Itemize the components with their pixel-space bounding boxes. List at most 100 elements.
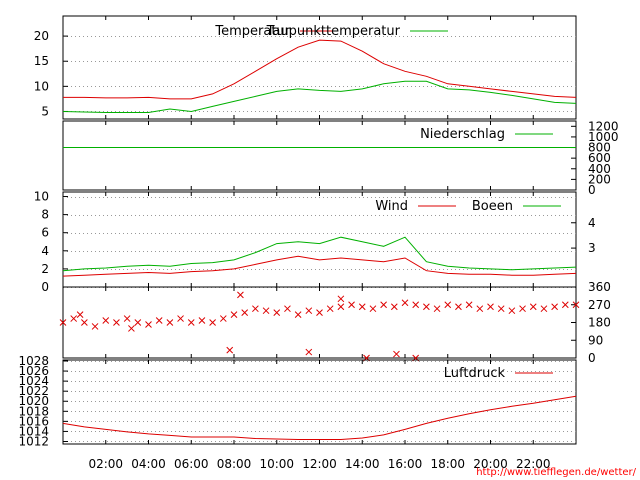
wind_direction-point: [284, 305, 291, 313]
wind_direction-point: [380, 301, 387, 309]
precipitation-legend-label: Niederschlag: [420, 127, 505, 142]
wind_direction-point: [166, 319, 174, 326]
x-tick-label: 02:00: [88, 457, 123, 471]
pressure-ytick-label: 1016: [18, 414, 49, 428]
wind-ytick-label: 4: [41, 244, 49, 258]
wind_direction-point: [358, 303, 366, 311]
precipitation-ytick-right-label: 200: [588, 172, 611, 186]
precipitation-ytick-right-label: 800: [588, 141, 611, 155]
precipitation-ytick-right-label: 0: [588, 183, 596, 197]
wind_direction-ytick-right-label: 90: [588, 333, 603, 347]
wind_direction-point: [444, 301, 452, 309]
x-tick-label: 14:00: [345, 457, 380, 471]
wind-ytick-right-label: 3: [588, 241, 596, 255]
wind-ytick-label: 8: [41, 208, 49, 222]
precipitation-ytick-right-label: 1000: [588, 130, 619, 144]
wind-ytick-label: 10: [34, 190, 49, 204]
wind_direction-point: [337, 295, 345, 303]
wind_direction-point: [123, 315, 131, 322]
wind_direction-point: [337, 303, 345, 311]
wind_direction-point: [433, 305, 441, 313]
wind_direction-point: [561, 301, 569, 309]
temperature-series-taupunkttemperatur: [62, 80, 577, 113]
wind_direction-point: [241, 309, 249, 316]
wind_direction-point: [551, 303, 558, 311]
temperature-ytick-label: 10: [34, 79, 49, 93]
wind_direction-point: [102, 317, 110, 324]
wind_direction-frame: [62, 286, 577, 359]
temperature-ytick-label: 15: [34, 54, 49, 68]
wind_direction-ytick-right-label: 0: [588, 351, 596, 365]
panel-wind: 0 2 4 6 8 10 3 4 Wind Boeen: [34, 190, 596, 294]
wind_direction-point: [348, 301, 355, 309]
wind_direction-point: [390, 303, 398, 311]
wind_direction-point: [508, 307, 516, 315]
wind_direction-ytick-right-label: 270: [588, 298, 611, 312]
pressure-ytick-label: 1018: [18, 404, 49, 418]
wind_direction-point: [252, 305, 259, 313]
wind_direction-point: [393, 350, 400, 358]
wind_direction-point: [369, 305, 377, 313]
precipitation-ytick-right-label: 600: [588, 151, 611, 165]
wind_direction-point: [540, 305, 548, 313]
wind_direction-point: [262, 307, 270, 315]
footer-url[interactable]: http://www.tiefflegen.de/wetter/: [476, 467, 636, 478]
x-tick-label: 12:00: [302, 457, 337, 471]
wind_direction-point: [76, 311, 84, 318]
wind_direction-point: [476, 305, 484, 313]
wind_direction-point: [198, 317, 206, 324]
wind_direction-point: [497, 305, 505, 313]
x-tick-label: 16:00: [388, 457, 423, 471]
wind_direction-point: [316, 309, 323, 316]
pressure-ytick-label: 1026: [18, 364, 49, 378]
x-tick-label: 08:00: [217, 457, 252, 471]
wind_direction-point: [529, 303, 537, 311]
panel-wind_direction: 0 90 180 270 360: [59, 280, 611, 365]
wind_direction-point: [519, 305, 526, 313]
wind_direction-point: [572, 301, 580, 309]
wind-ytick-label: 6: [41, 226, 49, 240]
x-axis: 02:00 04:00 06:00 08:00 10:00 12:00 14:00 16:00…: [88, 16, 551, 471]
wind_direction-point: [401, 299, 409, 307]
pressure-ytick-label: 1012: [18, 434, 49, 448]
temperature-series-temperatur: [63, 39, 577, 100]
pressure-legend-label: Luftdruck: [444, 366, 506, 381]
wind_direction-point: [465, 301, 473, 309]
x-tick-label: 10:00: [259, 457, 294, 471]
x-tick-label: 06:00: [174, 457, 209, 471]
precipitation-ytick-right-label: 400: [588, 162, 611, 176]
temperature-ytick-label: 20: [34, 29, 49, 43]
precipitation-ytick-right-label: 1200: [588, 119, 619, 133]
wind_direction-point: [273, 309, 281, 316]
pressure-ytick-label: 1028: [18, 354, 49, 368]
x-tick-label: 20:00: [473, 457, 508, 471]
wind_direction-point: [134, 319, 142, 326]
wind_direction-point: [326, 305, 334, 313]
pressure-ytick-label: 1024: [18, 374, 49, 388]
wind-legend-label: Boeen: [472, 199, 513, 214]
wind_direction-point: [128, 325, 135, 332]
wind_direction-point: [226, 346, 234, 354]
wind_direction-point: [487, 303, 494, 311]
wind_direction-point: [113, 319, 120, 326]
temperature-legend-label: Temperatur: [214, 24, 290, 39]
wind_direction-ytick-right-label: 360: [588, 280, 611, 294]
wind_direction-point: [91, 323, 99, 330]
wind_direction-point: [412, 301, 420, 309]
wind_direction-point: [305, 348, 313, 356]
wind_direction-point: [59, 319, 67, 326]
wind_direction-point: [155, 317, 163, 324]
wind_direction-point: [294, 311, 302, 318]
wind_direction-point: [237, 291, 244, 299]
wind_direction-point: [187, 319, 195, 326]
wind_direction-point: [219, 315, 227, 322]
wind_direction-ytick-right-label: 180: [588, 316, 611, 330]
wind-legend-label: Wind: [375, 199, 408, 214]
wind-series-boeen: [62, 236, 577, 272]
temperature-legend-label: Taupunkttemperatur: [266, 24, 401, 39]
